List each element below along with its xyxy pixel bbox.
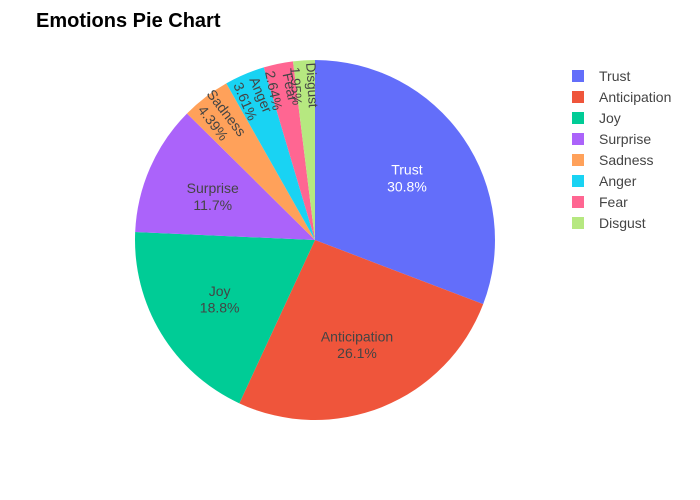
legend-label: Surprise [599,131,651,147]
legend-swatch [572,133,584,145]
slice-label-percent: 11.7% [193,197,232,213]
slice-label-percent: 18.8% [200,300,240,316]
slice-label-percent: 2.64% [262,69,286,111]
pie-slice-sadness[interactable] [186,83,315,241]
pie-slice-trust[interactable] [315,60,495,305]
legend-item-anticipation[interactable]: Anticipation [572,89,671,105]
legend-label: Disgust [599,215,646,231]
legend-item-trust[interactable]: Trust [572,68,630,84]
slice-label-name: Fear [280,71,302,103]
pie-slice-anticipation[interactable] [239,240,484,420]
legend-label: Anger [599,173,637,189]
pie-slice-surprise[interactable] [135,113,315,240]
legend-label: Anticipation [599,89,671,105]
legend-swatch [572,175,584,187]
legend-swatch [572,154,584,166]
legend-item-fear[interactable]: Fear [572,194,628,210]
legend-item-joy[interactable]: Joy [572,110,621,126]
slice-label-name: Anticipation [321,328,393,344]
pie-slice-joy[interactable] [134,232,315,404]
legend-swatch [572,217,584,229]
legend-label: Fear [599,194,628,210]
slice-label-name: Joy [209,283,231,299]
legend-item-sadness[interactable]: Sadness [572,152,653,168]
legend-swatch [572,91,584,103]
legend-label: Joy [599,110,621,126]
legend-label: Trust [599,68,630,84]
slice-label-name: Disgust [303,62,321,108]
pie-slice-anger[interactable] [226,67,315,240]
legend-item-anger[interactable]: Anger [572,173,637,189]
pie-slice-fear[interactable] [263,61,315,240]
slice-label-percent: 26.1% [337,345,377,361]
legend-swatch [572,112,584,124]
chart-title: Emotions Pie Chart [36,10,221,32]
legend-item-surprise[interactable]: Surprise [572,131,651,147]
pie-slices [134,60,495,420]
pie-slice-disgust[interactable] [292,60,315,240]
legend-swatch [572,196,584,208]
slice-label-percent: 1.95% [287,67,304,106]
legend-swatch [572,70,584,82]
legend-item-disgust[interactable]: Disgust [572,215,646,231]
legend-label: Sadness [599,152,653,168]
slice-label-name: Trust [391,162,422,178]
slice-label-percent: 30.8% [387,178,427,194]
legend: Trust Anticipation Joy Surprise Sadness Anger… [572,68,671,231]
slice-label-name: Surprise [187,180,239,196]
